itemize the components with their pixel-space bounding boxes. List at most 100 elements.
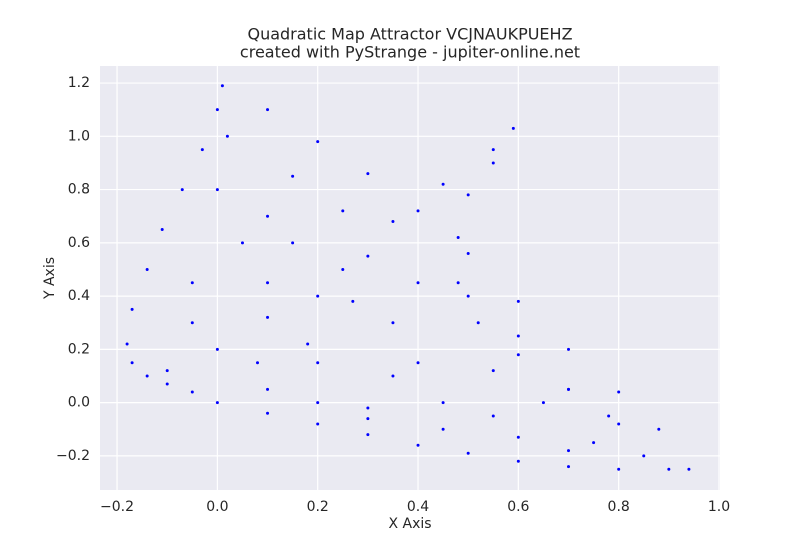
y-axis-label: Y Axis	[42, 257, 58, 300]
point	[316, 294, 320, 298]
point	[416, 361, 420, 365]
y-tick-label: 1.0	[68, 128, 90, 144]
point	[291, 241, 295, 245]
point	[416, 443, 420, 447]
point	[541, 401, 545, 405]
point	[667, 467, 671, 471]
point	[266, 281, 270, 285]
point	[316, 401, 320, 405]
point	[441, 182, 445, 186]
x-tick-label: 0.2	[307, 499, 329, 515]
point	[687, 467, 691, 471]
point	[266, 214, 270, 218]
point	[491, 161, 495, 165]
point	[466, 193, 470, 197]
point	[456, 236, 460, 240]
point	[266, 108, 270, 112]
point	[567, 449, 571, 453]
point	[391, 220, 395, 224]
point	[341, 209, 345, 213]
point	[190, 321, 194, 325]
point	[266, 315, 270, 319]
point	[617, 422, 621, 426]
y-tick-label: 0.2	[68, 341, 90, 357]
point	[466, 294, 470, 298]
x-tick-label: 0.0	[206, 499, 228, 515]
point	[366, 406, 370, 410]
point	[476, 321, 480, 325]
point	[441, 401, 445, 405]
point	[617, 467, 621, 471]
point	[491, 369, 495, 373]
point	[366, 417, 370, 421]
point	[145, 374, 149, 378]
point	[351, 299, 355, 303]
y-tick-label: 0.8	[68, 182, 90, 198]
point	[306, 342, 310, 346]
point	[416, 281, 420, 285]
grid	[100, 66, 720, 490]
chart-subtitle: created with PyStrange - jupiter-online.…	[240, 43, 580, 62]
title-group: Quadratic Map Attractor VCJNAUKPUEHZ cre…	[240, 25, 580, 62]
point	[466, 251, 470, 255]
point	[516, 459, 520, 463]
point	[466, 451, 470, 455]
point	[215, 401, 219, 405]
y-tick-label: 0.6	[68, 235, 90, 251]
point	[491, 148, 495, 152]
point	[366, 172, 370, 176]
point	[266, 411, 270, 415]
point	[130, 307, 134, 311]
point	[617, 390, 621, 394]
point	[256, 361, 260, 365]
point	[165, 382, 169, 386]
point	[165, 369, 169, 373]
point	[516, 299, 520, 303]
point	[567, 387, 571, 391]
point	[316, 140, 320, 144]
x-tick-label: 0.8	[608, 499, 630, 515]
point	[516, 334, 520, 338]
points	[125, 84, 691, 471]
point	[366, 433, 370, 437]
point	[456, 281, 460, 285]
y-tick-label: −0.2	[56, 448, 90, 464]
point	[391, 374, 395, 378]
point	[215, 188, 219, 192]
point	[391, 321, 395, 325]
point	[215, 108, 219, 112]
point	[266, 387, 270, 391]
point	[341, 267, 345, 271]
y-tick-label: 0.0	[68, 395, 90, 411]
point	[215, 347, 219, 351]
point	[592, 441, 596, 445]
chart-title: Quadratic Map Attractor VCJNAUKPUEHZ	[247, 25, 572, 44]
point	[200, 148, 204, 152]
point	[220, 84, 224, 88]
point	[441, 427, 445, 431]
point	[225, 134, 229, 138]
x-axis-label: X Axis	[388, 516, 431, 532]
point	[291, 174, 295, 178]
y-tick-label: 0.4	[68, 288, 90, 304]
point	[316, 422, 320, 426]
point	[516, 353, 520, 357]
x-tick-label: −0.2	[100, 499, 134, 515]
point	[130, 361, 134, 365]
x-tick-label: 1.0	[708, 499, 730, 515]
plot-area	[100, 66, 720, 490]
y-tick-label: 1.2	[68, 75, 90, 91]
point	[180, 188, 184, 192]
point	[240, 241, 244, 245]
point	[316, 361, 320, 365]
point	[491, 414, 495, 418]
point	[366, 254, 370, 258]
point	[567, 465, 571, 469]
point	[416, 209, 420, 213]
point	[657, 427, 661, 431]
point	[516, 435, 520, 439]
point	[567, 347, 571, 351]
x-tick-label: 0.6	[507, 499, 529, 515]
point	[511, 126, 515, 130]
